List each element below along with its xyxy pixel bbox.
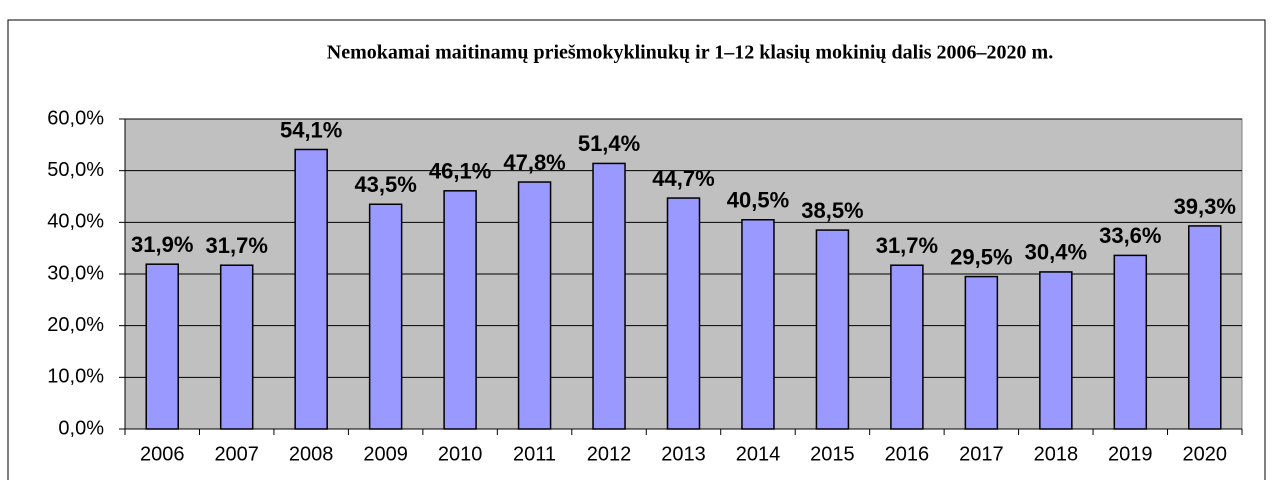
data-label: 38,5% (801, 198, 863, 223)
data-label: 31,7% (206, 233, 268, 258)
bar (145, 263, 179, 430)
x-tick-label: 2017 (959, 443, 1004, 465)
bar (890, 264, 924, 430)
bar (1113, 254, 1148, 430)
x-tick-label: 2006 (140, 443, 185, 465)
bar (1039, 271, 1073, 430)
x-tick-label: 2019 (1108, 443, 1153, 465)
bar (1188, 225, 1222, 430)
bar (666, 197, 701, 430)
y-tick-label: 40,0% (47, 211, 104, 233)
y-tick-label: 20,0% (47, 314, 104, 336)
y-tick-label: 0,0% (58, 417, 104, 439)
data-label: 54,1% (280, 117, 342, 142)
data-label: 47,8% (503, 150, 565, 175)
bar (443, 190, 477, 430)
data-label: 31,9% (131, 232, 193, 257)
data-label: 33,6% (1099, 223, 1161, 248)
data-label: 51,4% (578, 131, 640, 156)
bar (964, 275, 999, 430)
x-tick-label: 2014 (736, 443, 781, 465)
bar (368, 203, 403, 430)
bar (741, 219, 775, 430)
x-tick-label: 2020 (1183, 443, 1228, 465)
bar (815, 229, 850, 430)
data-label: 43,5% (354, 172, 416, 197)
data-label: 39,3% (1174, 194, 1236, 219)
y-tick-label: 60,0% (47, 107, 104, 129)
y-tick-label: 30,0% (47, 262, 104, 284)
data-label: 46,1% (429, 159, 491, 184)
x-tick-label: 2015 (810, 443, 855, 465)
data-label: 31,7% (876, 233, 938, 258)
data-label: 29,5% (950, 244, 1012, 269)
x-tick-label: 2009 (363, 443, 408, 465)
x-tick-label: 2008 (289, 443, 334, 465)
x-tick-label: 2016 (885, 443, 930, 465)
x-tick-label: 2010 (438, 443, 483, 465)
bar (219, 264, 254, 430)
bar (517, 181, 552, 430)
x-tick-label: 2007 (214, 443, 259, 465)
x-tick-label: 2018 (1034, 443, 1079, 465)
x-tick-label: 2011 (513, 443, 556, 465)
data-label: 40,5% (727, 188, 789, 213)
data-label: 30,4% (1025, 240, 1087, 265)
y-tick-label: 10,0% (47, 366, 104, 388)
y-tick-label: 50,0% (47, 159, 104, 181)
x-tick-label: 2013 (661, 443, 706, 465)
bar (592, 162, 626, 430)
chart-title: Nemokamai maitinamų priešmokyklinukų ir … (327, 42, 1053, 64)
x-tick-label: 2012 (587, 443, 632, 465)
bar (294, 148, 328, 430)
data-label: 44,7% (652, 166, 714, 191)
